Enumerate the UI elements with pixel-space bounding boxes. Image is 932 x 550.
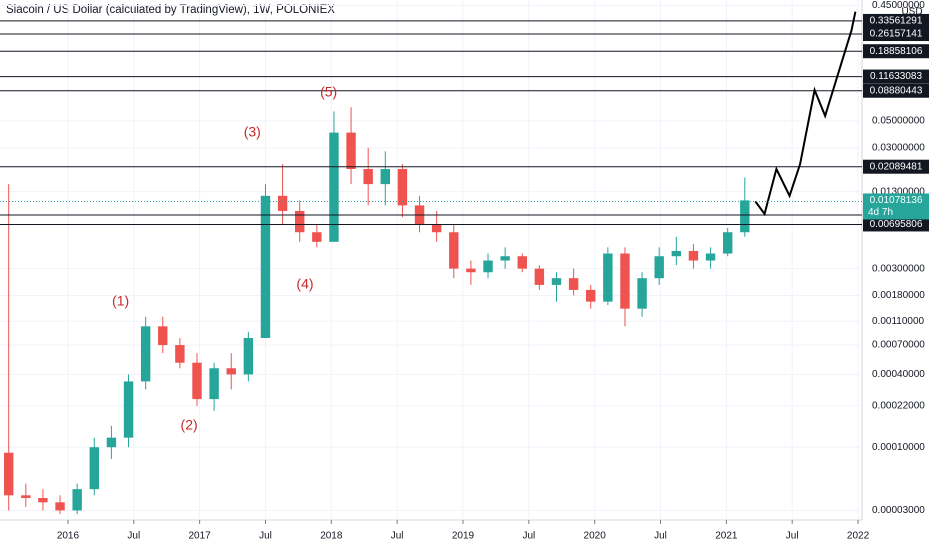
candle-body (3, 452, 14, 496)
x-tick-label: 2017 (189, 531, 212, 542)
wave-annotation: (1) (112, 292, 129, 308)
level-label-box (863, 83, 929, 98)
candle-body (38, 498, 48, 503)
wave-annotation: (2) (181, 417, 198, 433)
countdown-label: 4d 7h (868, 207, 893, 218)
wave-annotation: (3) (244, 123, 261, 139)
candle-body (500, 256, 510, 261)
candle-body (72, 489, 82, 511)
x-tick-label: 2016 (57, 531, 80, 542)
last-price-label: 0.01078136 (870, 195, 923, 206)
y-tick-label: 0.00010000 (872, 442, 925, 453)
candle-body (175, 345, 185, 363)
wave-annotation: (5) (320, 84, 337, 100)
candle-body (158, 326, 168, 346)
candle-body (226, 368, 236, 375)
wave-annotation: (4) (296, 276, 313, 292)
candle-body (140, 326, 151, 382)
candle-body (346, 132, 356, 170)
level-label-box (863, 13, 929, 28)
y-tick-label: 0.00180000 (872, 290, 925, 301)
candle-body (89, 447, 99, 490)
candle-body (722, 232, 733, 254)
last-price-box (863, 193, 929, 220)
x-tick-label: Jul (127, 531, 140, 542)
y-tick-label: 0.00110000 (872, 316, 925, 327)
x-tick-label: 2021 (715, 531, 738, 542)
x-tick-label: 2020 (584, 531, 607, 542)
candle-body (295, 210, 305, 233)
candle-body (466, 268, 476, 273)
candle-body (671, 250, 682, 257)
candle-body (740, 200, 750, 233)
candle-body (517, 256, 527, 269)
candle-body (312, 232, 322, 242)
projection-line (754, 11, 857, 217)
y-tick-label: 0.45000000 (872, 0, 925, 11)
y-tick-label: 0.05000000 (872, 116, 925, 127)
candle-body (277, 195, 288, 211)
x-tick-label: 2019 (452, 531, 475, 542)
x-tick-label: Jul (259, 531, 272, 542)
candle-body (209, 368, 219, 400)
candle-body (243, 338, 254, 375)
x-tick-label: Jul (522, 531, 535, 542)
chart-title: Siacoin / US Dollar (calculated by Tradi… (6, 4, 335, 16)
y-tick-label: 0.01300000 (872, 186, 925, 197)
candle-body (449, 232, 459, 269)
level-label: 0.33561291 (870, 16, 923, 27)
candle-body (55, 502, 65, 511)
level-label-box (863, 159, 929, 174)
candle-body (260, 195, 271, 339)
candle-body (431, 224, 442, 233)
candle-body (637, 278, 647, 309)
y-axis-label: USD (901, 7, 922, 18)
candle-body (688, 250, 699, 261)
candle-body (380, 169, 391, 185)
y-tick-label: 0.00040000 (872, 369, 925, 380)
candle-body (603, 253, 613, 302)
y-tick-label: 0.00070000 (872, 340, 925, 351)
x-tick-label: Jul (654, 531, 667, 542)
candle-body (586, 289, 596, 302)
y-tick-label: 0.03000000 (872, 142, 925, 153)
candle-body (397, 169, 408, 206)
candle-body (534, 268, 545, 285)
candle-body (483, 260, 493, 273)
level-label: 0.02089481 (870, 161, 923, 172)
x-tick-label: 2022 (847, 531, 870, 542)
level-label-box (863, 217, 929, 232)
level-label: 0.11633083 (870, 71, 923, 82)
candle-body (106, 437, 117, 448)
candle-body (551, 278, 562, 285)
candle-body (620, 253, 630, 309)
candle-body (329, 132, 339, 242)
y-tick-label: 0.00003000 (872, 505, 925, 516)
x-tick-label: Jul (391, 531, 404, 542)
level-label: 0.00695806 (870, 219, 923, 230)
candle-body (123, 381, 134, 438)
y-tick-label: 0.00022000 (872, 400, 925, 411)
level-label: 0.18858106 (870, 46, 923, 57)
level-label-box (863, 44, 929, 59)
candle-body (21, 495, 31, 499)
candle-body (654, 256, 664, 279)
level-label-box (863, 69, 929, 84)
x-tick-label: Jul (786, 531, 799, 542)
candle-body (363, 169, 373, 185)
level-label: 0.08880443 (870, 85, 923, 96)
y-tick-label: 0.00300000 (872, 263, 925, 274)
level-label: 0.26157141 (870, 29, 923, 40)
candle-body (705, 253, 716, 261)
level-label-box (863, 27, 929, 42)
candle-body (568, 278, 579, 290)
candle-body (192, 362, 202, 400)
x-tick-label: 2018 (320, 531, 343, 542)
